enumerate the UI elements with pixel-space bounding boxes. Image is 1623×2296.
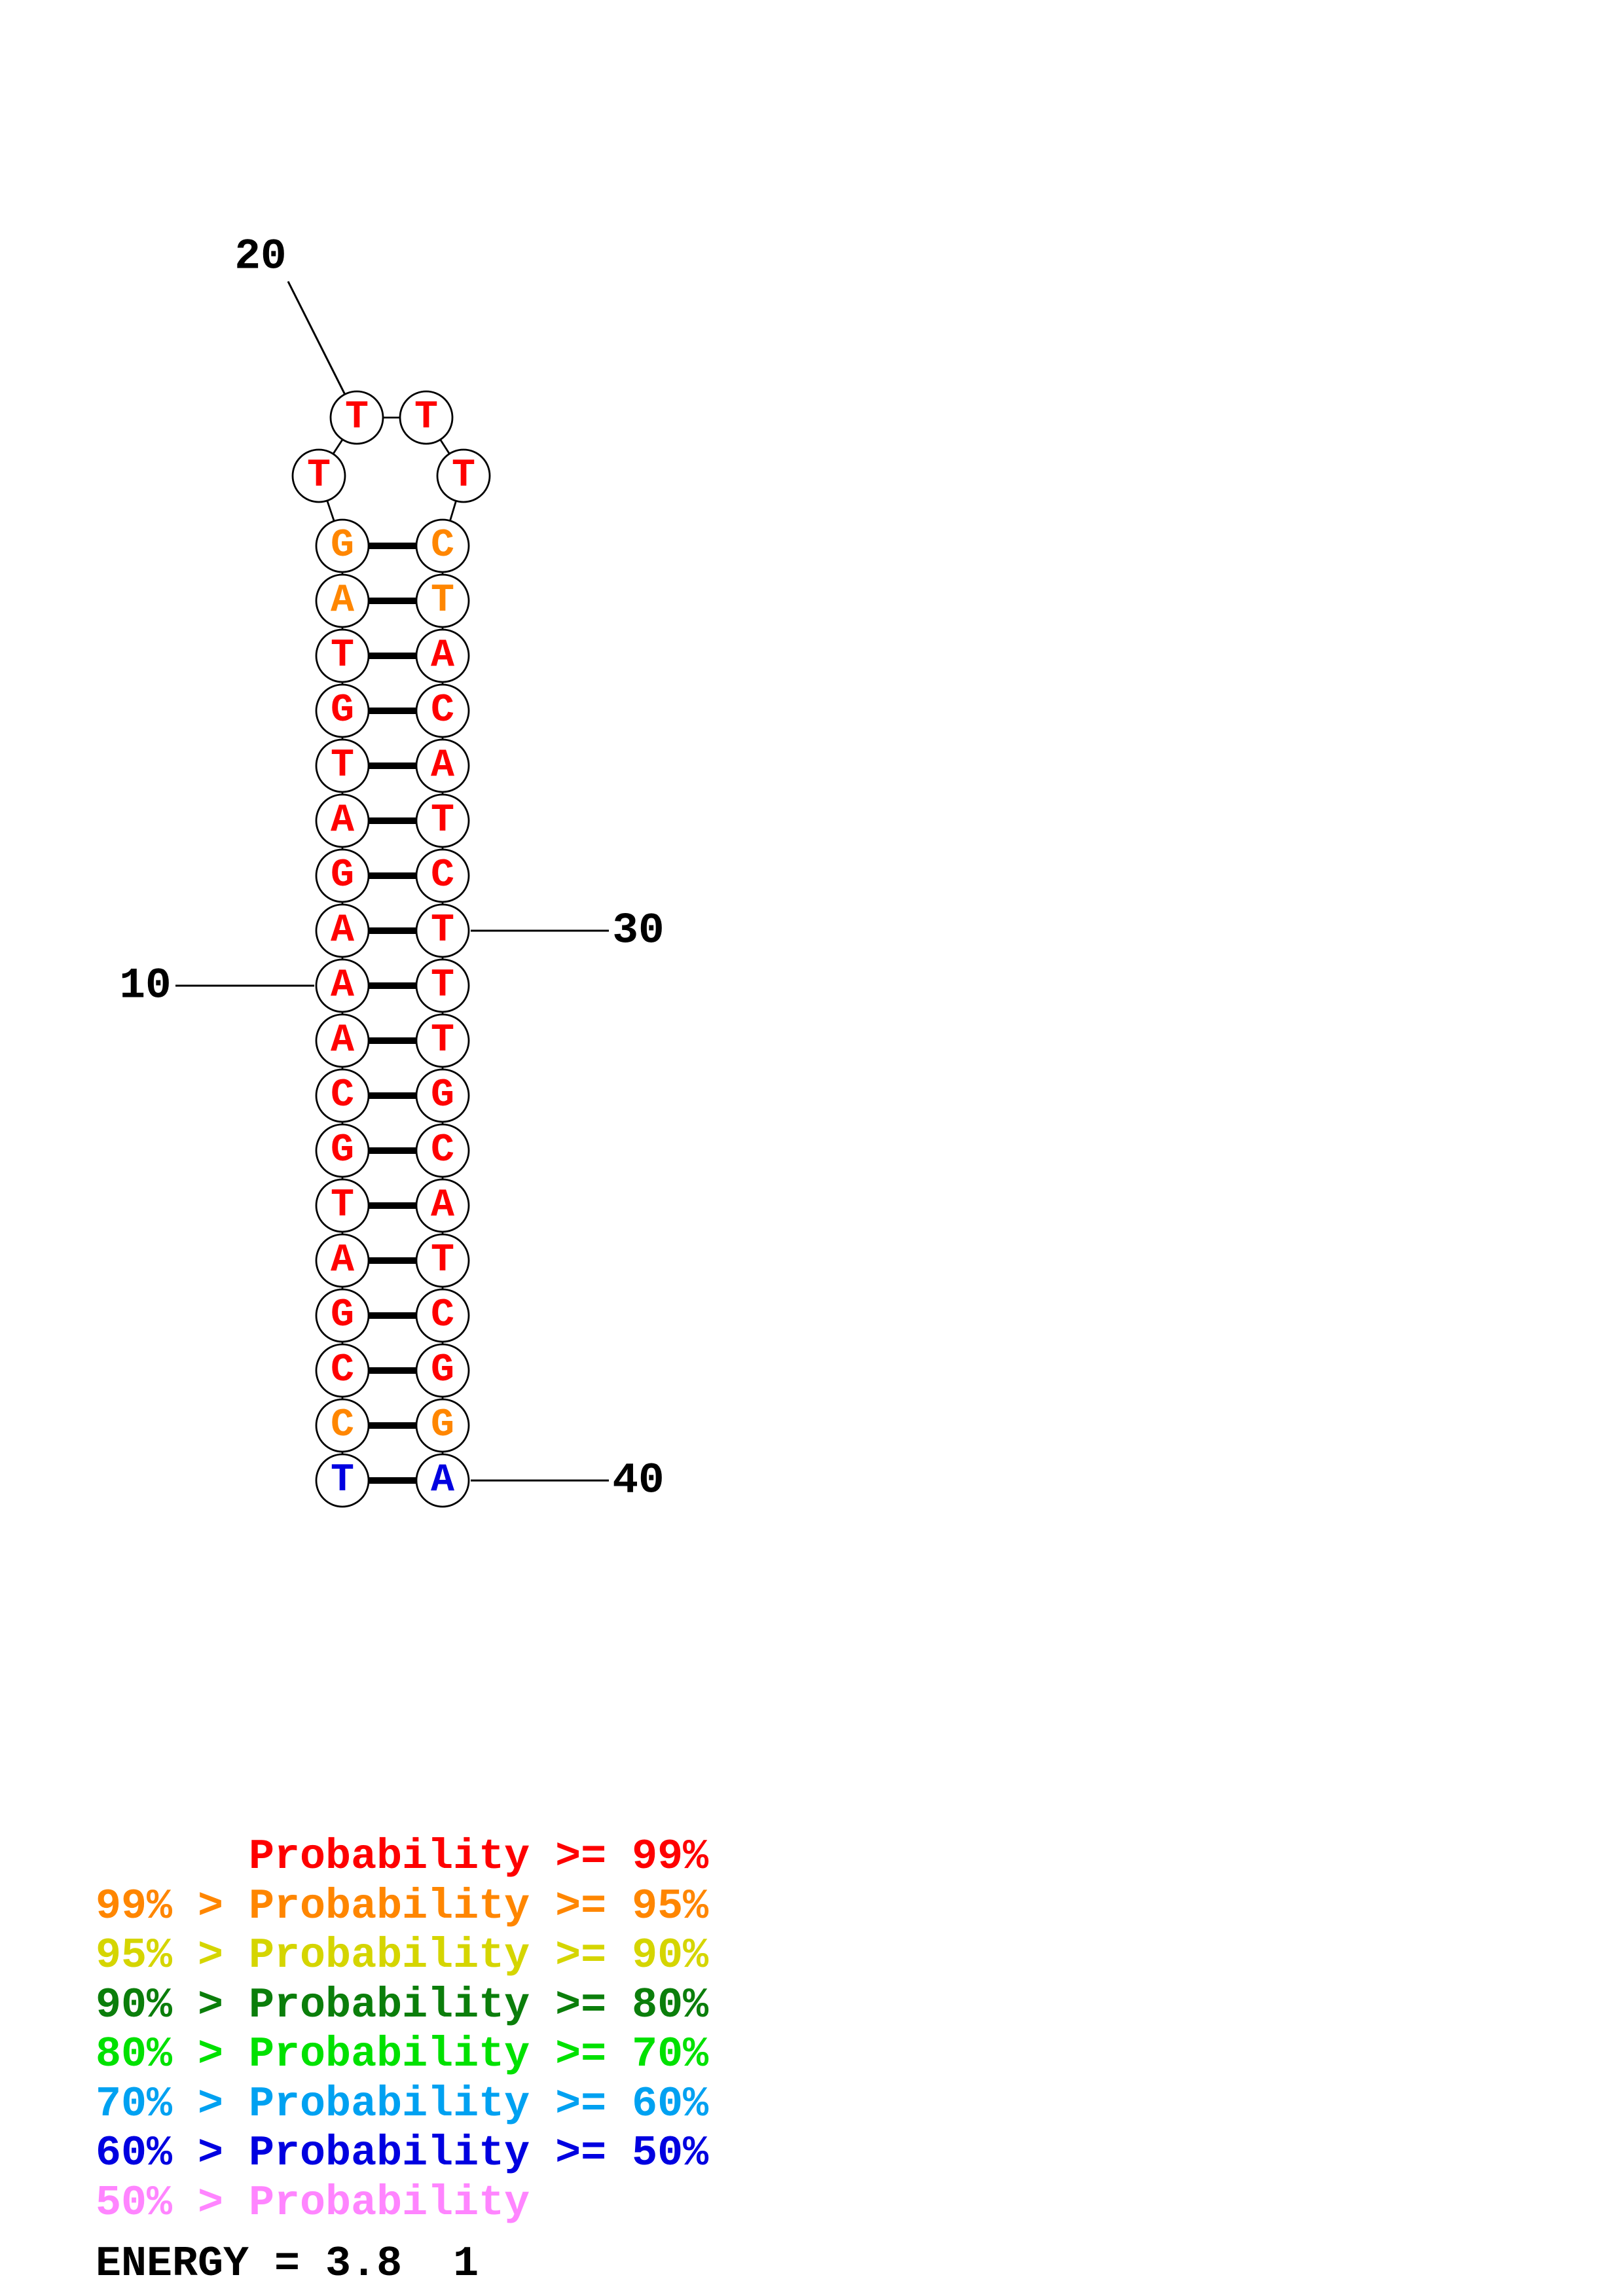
- nucleotide-circle: [315, 1013, 370, 1068]
- nucleotide-circle: [329, 390, 384, 445]
- nucleotide-circle: [315, 573, 370, 628]
- nucleotide-base: G: [331, 524, 354, 568]
- position-label: 30: [612, 906, 664, 956]
- nucleotide-base: A: [331, 798, 354, 843]
- nucleotide-circle: [315, 1178, 370, 1233]
- nucleotide-base: C: [431, 524, 454, 568]
- nucleotide-base: T: [414, 395, 438, 440]
- position-label: 10: [119, 961, 171, 1011]
- legend-row: 95% > Probability >= 90%: [96, 1931, 709, 1980]
- position-label: 20: [234, 232, 286, 281]
- nucleotide-base: A: [331, 963, 354, 1008]
- nucleotide-base: A: [331, 1018, 354, 1063]
- nucleotide-base: T: [431, 1018, 454, 1063]
- nucleotide-base: A: [331, 908, 354, 953]
- legend-row: 60% > Probability >= 50%: [96, 2129, 709, 2178]
- nucleotide-base: G: [331, 1293, 354, 1338]
- nucleotide-base: C: [331, 1403, 354, 1448]
- nucleotide-circle: [315, 958, 370, 1013]
- nucleotide-base: C: [431, 853, 454, 898]
- nucleotide-base: G: [431, 1348, 454, 1393]
- legend-row: 50% > Probability: [96, 2178, 530, 2227]
- nucleotide-circle: [415, 1288, 470, 1343]
- nucleotide-circle: [415, 573, 470, 628]
- nucleotide-circle: [415, 1013, 470, 1068]
- nucleotide-base: C: [331, 1348, 354, 1393]
- nucleotide-base: T: [431, 1238, 454, 1283]
- position-label: 40: [612, 1456, 664, 1505]
- nucleotide-circle: [415, 683, 470, 738]
- nucleotide-circle: [415, 903, 470, 958]
- nucleotide-circle: [415, 518, 470, 573]
- nucleotide-circle: [315, 1453, 370, 1508]
- nucleotide-circle: [315, 848, 370, 903]
- energy-label: ENERGY = 3.8 1: [96, 2240, 479, 2288]
- probability-legend: Probability >= 99% 99% > Probability >= 9…: [96, 1833, 708, 2228]
- nucleotide-circle: [415, 848, 470, 903]
- nucleotide-circle: [415, 793, 470, 848]
- nucleotide-circle: [415, 738, 470, 793]
- nucleotide-circle: [399, 390, 454, 445]
- nucleotide-base: T: [452, 454, 475, 498]
- nucleotide-circle: [415, 1233, 470, 1288]
- nucleotide-base: A: [431, 1458, 454, 1503]
- nucleotide-circle: [315, 1398, 370, 1453]
- nucleotide-base: G: [431, 1403, 454, 1448]
- nucleotide-base: A: [331, 579, 354, 623]
- nucleotide-base: G: [331, 853, 354, 898]
- nucleotide-circle: [315, 683, 370, 738]
- nucleotide-circle: [315, 628, 370, 683]
- nucleotide-base: A: [431, 744, 454, 788]
- nucleotide-circle: [415, 1398, 470, 1453]
- nucleotide-base: T: [331, 1183, 354, 1228]
- nucleotide-base: T: [431, 963, 454, 1008]
- nucleotide-base: A: [431, 634, 454, 678]
- nucleotide-circle: [315, 903, 370, 958]
- nucleotide-base: T: [331, 744, 354, 788]
- nucleotide-base: T: [331, 634, 354, 678]
- nucleotide-circle: [291, 448, 346, 503]
- nucleotide-circle: [415, 628, 470, 683]
- nucleotide-circle: [315, 1343, 370, 1398]
- nucleotide-base: A: [431, 1183, 454, 1228]
- nucleotide-circle: [315, 1068, 370, 1123]
- legend-row: 90% > Probability >= 80%: [96, 1981, 709, 2030]
- nucleotide-base: G: [431, 1073, 454, 1118]
- legend-row: Probability >= 99%: [96, 1833, 709, 1881]
- nucleotide-base: C: [331, 1073, 354, 1118]
- nucleotide-circle: [315, 1233, 370, 1288]
- nucleotide-circle: [315, 1123, 370, 1178]
- legend-row: 70% > Probability >= 60%: [96, 2079, 709, 2128]
- nucleotide-base: T: [431, 579, 454, 623]
- nucleotide-circle: [415, 1068, 470, 1123]
- nucleotide-circle: [315, 738, 370, 793]
- nucleotide-base: G: [331, 689, 354, 733]
- nucleotide-base: C: [431, 1128, 454, 1173]
- nucleotide-circle: [315, 1288, 370, 1343]
- nucleotide-circle: [436, 448, 491, 503]
- nucleotide-circle: [415, 1178, 470, 1233]
- backbone-line: [318, 416, 465, 1480]
- nucleotide-base: G: [331, 1128, 354, 1173]
- nucleotide-base: C: [431, 1293, 454, 1338]
- nucleotide-base: A: [331, 1238, 354, 1283]
- nucleotide-circle: [315, 518, 370, 573]
- legend-row: 99% > Probability >= 95%: [96, 1882, 709, 1931]
- nucleotide-base: C: [431, 689, 454, 733]
- nucleotide-circle: [315, 793, 370, 848]
- nucleotide-base: T: [331, 1458, 354, 1503]
- nucleotide-base: T: [431, 908, 454, 953]
- nucleotide-base: T: [431, 798, 454, 843]
- nucleotide-circle: [415, 1123, 470, 1178]
- legend-row: 80% > Probability >= 70%: [96, 2030, 709, 2079]
- nucleotide-circle: [415, 958, 470, 1013]
- nucleotide-circle: [415, 1343, 470, 1398]
- nucleotide-circle: [415, 1453, 470, 1508]
- nucleotide-base: T: [345, 395, 369, 440]
- nucleotide-base: T: [307, 454, 331, 498]
- position-label-line: [287, 281, 346, 395]
